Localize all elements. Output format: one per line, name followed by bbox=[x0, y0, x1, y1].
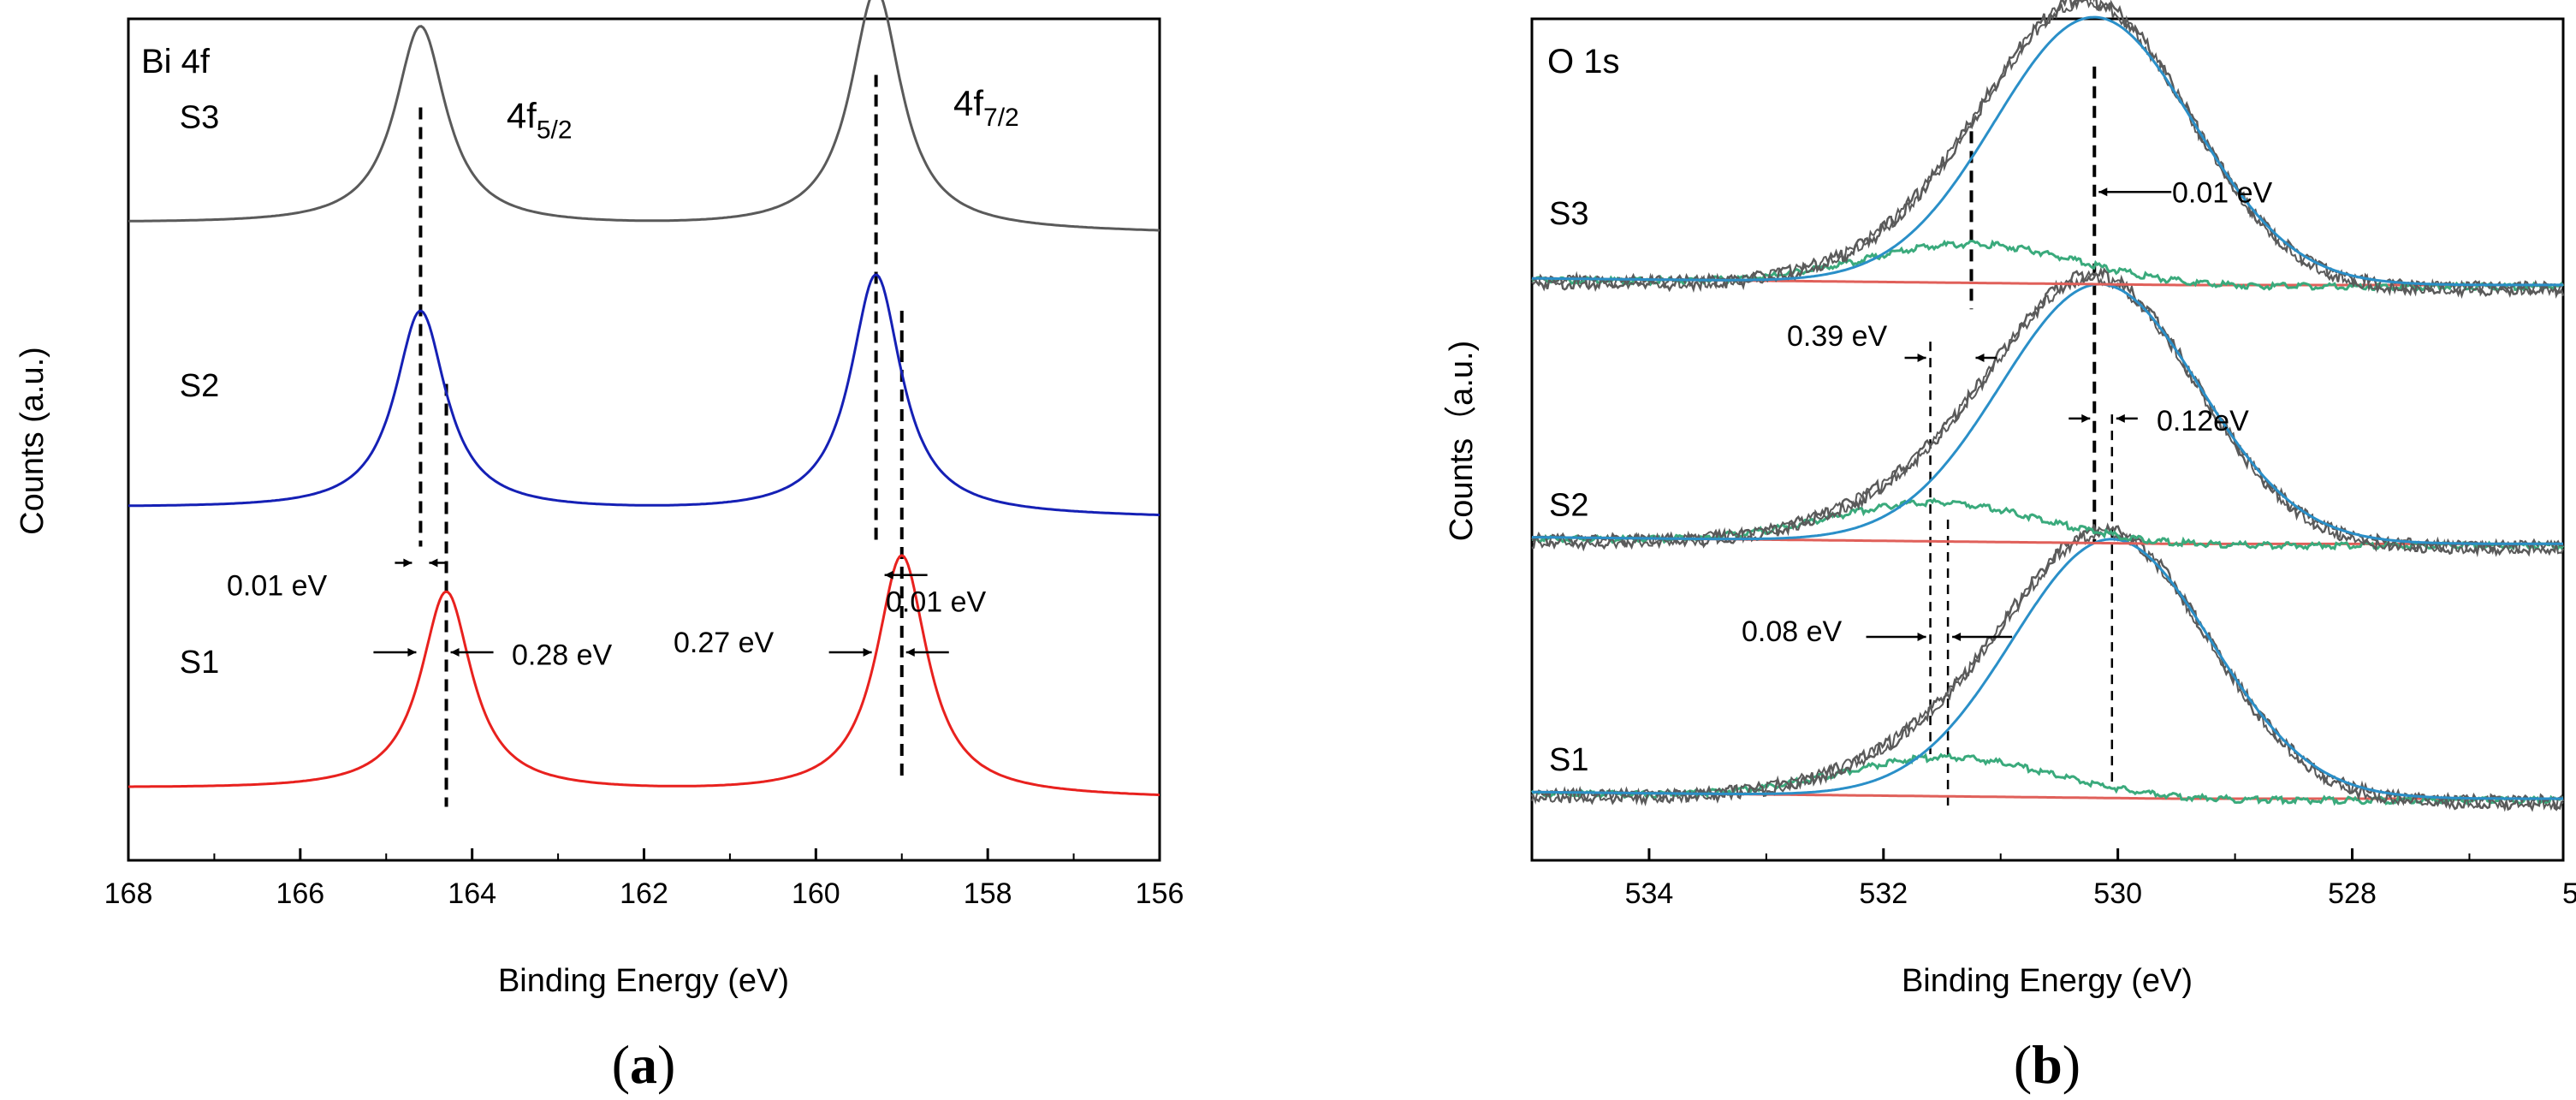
shift-label: 0.12eV bbox=[2157, 405, 2249, 437]
panel-a-caption-letter: a bbox=[630, 1034, 657, 1095]
shift-arrowhead bbox=[863, 648, 872, 657]
panel-b-shift-annotations: 0.01 eV 0.39 eV 0.12eV 0.08 eV bbox=[1742, 176, 2273, 648]
panel-b-caption-close: ) bbox=[2063, 1034, 2080, 1095]
panel-a-frame bbox=[127, 17, 1161, 862]
panel-a-x-ticks bbox=[127, 848, 1161, 860]
series-line-s3 bbox=[128, 0, 1160, 232]
series-label: S1 bbox=[180, 645, 219, 681]
shift-arrowhead bbox=[1952, 633, 1962, 642]
panel-b-caption-letter: b bbox=[2032, 1034, 2063, 1095]
panel-a-shift-annotations: 0.01 eV 0.01 eV 0.28 eV 0.27 eV bbox=[227, 558, 987, 671]
shift-label: 0.01 eV bbox=[886, 586, 987, 619]
panel-a-series-labels: S1 S2 S3 bbox=[180, 99, 219, 681]
series-label: S2 bbox=[1549, 487, 1588, 523]
shift-label: 0.01 eV bbox=[227, 570, 328, 603]
peak-label-sub: 5/2 bbox=[537, 116, 573, 144]
x-tick-label: 168 bbox=[104, 877, 153, 910]
panel-a-caption-open: ( bbox=[612, 1034, 630, 1095]
shift-arrowhead bbox=[450, 648, 460, 657]
x-tick-label: 166 bbox=[276, 877, 324, 910]
raw-data-s2 bbox=[1531, 266, 2564, 558]
main-peak-s1 bbox=[1532, 538, 2563, 800]
panel-a-x-tick-labels: 168 166 164 162 160 158 156 bbox=[104, 877, 1184, 910]
raw-data-s3 bbox=[1531, 0, 2565, 300]
shift-arrowhead bbox=[1917, 633, 1926, 642]
envelope-fit-s2 bbox=[1531, 270, 2564, 556]
x-tick-label: 526 bbox=[2562, 877, 2576, 910]
panel-b-caption-open: ( bbox=[2014, 1034, 2032, 1095]
panel-a-x-axis-label: Binding Energy (eV) bbox=[498, 963, 789, 999]
peak-label-sub: 7/2 bbox=[983, 104, 1019, 132]
panel-b-x-ticks bbox=[1531, 848, 2471, 860]
peak-label-base: 4f bbox=[953, 83, 983, 123]
main-peak-s2 bbox=[1532, 282, 2563, 545]
shift-label: 0.27 eV bbox=[674, 627, 775, 659]
x-tick-label: 530 bbox=[2093, 877, 2142, 910]
panel-b-title: O 1s bbox=[1547, 43, 1619, 80]
panel-a-caption-close: ) bbox=[657, 1034, 675, 1095]
shift-label: 0.08 eV bbox=[1742, 615, 1843, 648]
panel-a-reference-lines bbox=[418, 74, 904, 807]
panel-b-y-axis-label: Counts（a.u.) bbox=[1444, 341, 1480, 541]
panel-b-frame bbox=[1530, 17, 2565, 862]
shift-arrowhead bbox=[407, 648, 417, 657]
x-tick-label: 162 bbox=[620, 877, 668, 910]
x-tick-label: 164 bbox=[448, 877, 496, 910]
panel-b-x-axis-label: Binding Energy (eV) bbox=[1902, 963, 2193, 999]
x-tick-label: 158 bbox=[964, 877, 1012, 910]
shift-arrowhead bbox=[403, 558, 413, 568]
x-tick-label: 160 bbox=[792, 877, 840, 910]
panel-a-caption: (a) bbox=[612, 1034, 676, 1095]
shift-label: 0.01 eV bbox=[2172, 176, 2273, 209]
x-tick-label: 528 bbox=[2328, 877, 2377, 910]
shift-arrowhead bbox=[884, 570, 893, 580]
x-tick-label: 532 bbox=[1859, 877, 1908, 910]
panel-b-caption: (b) bbox=[2014, 1034, 2080, 1095]
shift-arrowhead bbox=[905, 648, 915, 657]
x-tick-label: 156 bbox=[1136, 877, 1184, 910]
x-tick-label: 534 bbox=[1625, 877, 1674, 910]
series-label: S3 bbox=[180, 99, 219, 135]
panel-b-x-tick-labels: 534 532 530 528 526 bbox=[1625, 877, 2576, 910]
panel-b: O 1s 534 532 530 528 526 Binding Energy (eV)… bbox=[1444, 0, 2576, 999]
shift-label: 0.39 eV bbox=[1787, 320, 1888, 353]
panel-a: Bi 4f 168 166 164 162 160 158 156 Binding Ener… bbox=[15, 0, 1184, 999]
panel-a-curves bbox=[128, 0, 1160, 797]
series-line-s2 bbox=[128, 273, 1160, 516]
shift-arrowhead bbox=[429, 558, 438, 568]
peak-label: 4f5/2 bbox=[507, 95, 573, 144]
series-label: S3 bbox=[1549, 196, 1588, 232]
shift-label: 0.28 eV bbox=[512, 639, 613, 671]
main-peak-s3 bbox=[1532, 15, 2563, 287]
shift-arrowhead bbox=[2116, 413, 2125, 423]
panel-b-curves bbox=[1530, 0, 2565, 812]
peak-label: 4f7/2 bbox=[953, 83, 1019, 132]
panel-a-y-axis-label: Counts (a.u.) bbox=[15, 347, 50, 535]
series-label: S2 bbox=[180, 368, 219, 404]
shift-arrowhead bbox=[2098, 187, 2108, 197]
shift-arrowhead bbox=[1917, 354, 1926, 362]
panel-b-reference-lines bbox=[1929, 66, 2114, 807]
peak-label-base: 4f bbox=[507, 95, 537, 135]
raw-data-s1 bbox=[1530, 522, 2564, 812]
series-label: S1 bbox=[1549, 742, 1588, 778]
envelope-fit-s1 bbox=[1531, 524, 2564, 812]
series-line-s1 bbox=[128, 554, 1160, 797]
panel-a-title: Bi 4f bbox=[141, 43, 211, 80]
shift-arrowhead bbox=[2081, 413, 2091, 423]
panel-b-series-labels: S1 S2 S3 bbox=[1549, 196, 1588, 778]
shift-arrowhead bbox=[1975, 354, 1985, 362]
